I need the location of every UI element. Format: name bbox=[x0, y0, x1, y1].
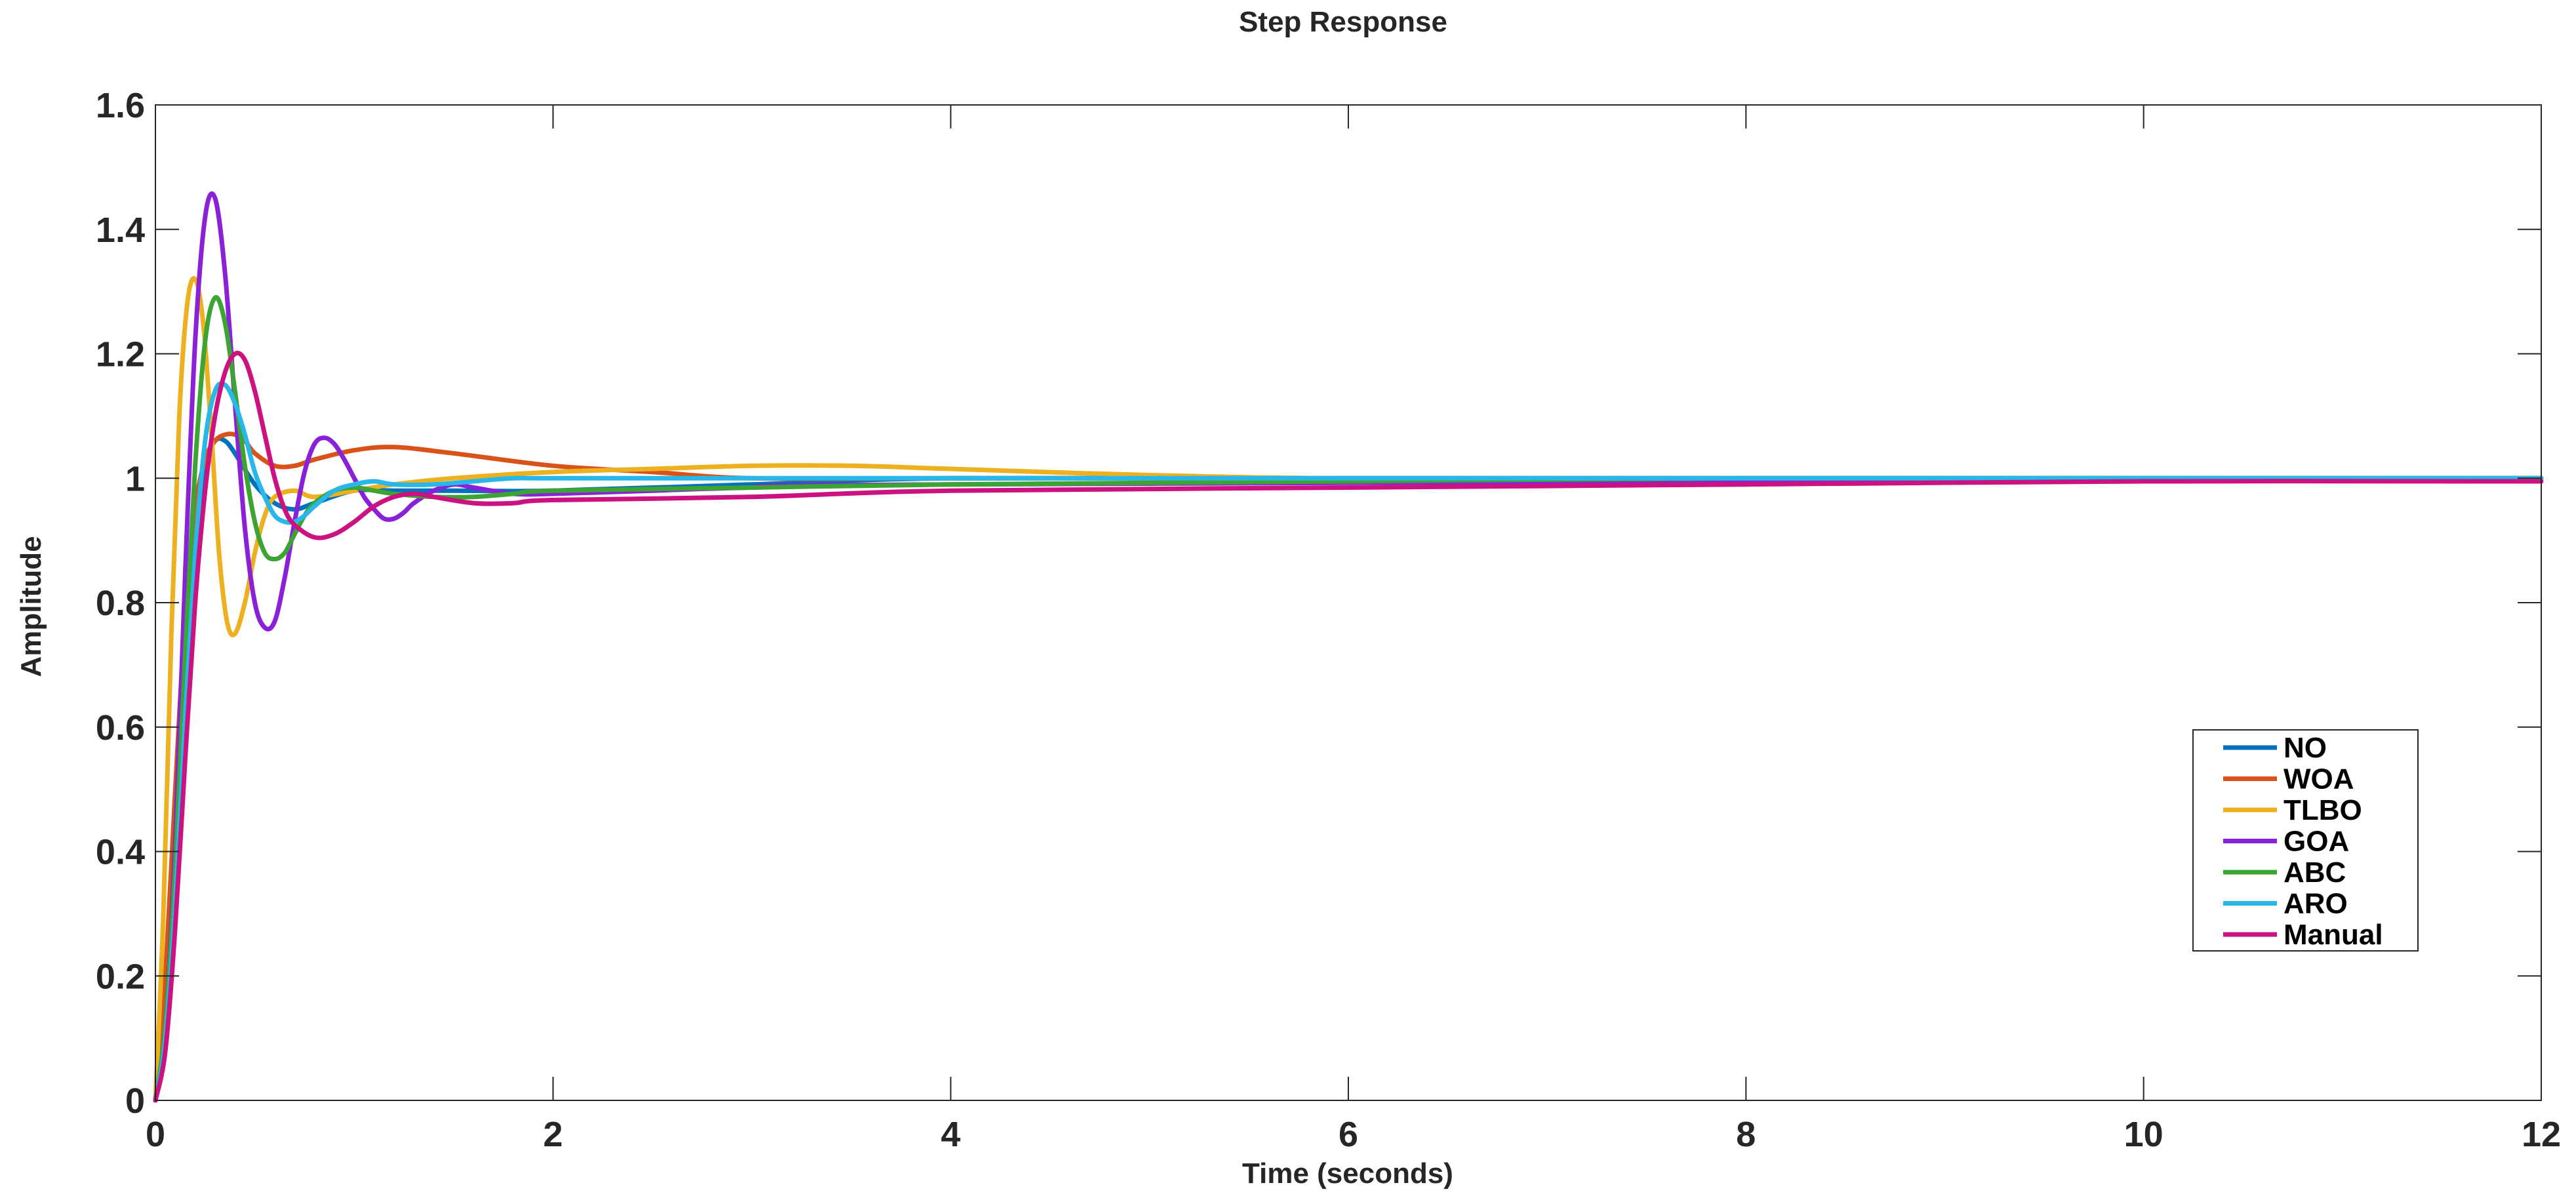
y-tick-label: 0.8 bbox=[96, 584, 145, 623]
series-lines bbox=[153, 191, 2544, 1103]
legend-label: GOA bbox=[2284, 826, 2349, 858]
y-tick-label: 0.4 bbox=[96, 833, 145, 872]
x-tick-label: 8 bbox=[1736, 1115, 1756, 1154]
chart-title: Step Response bbox=[1239, 6, 1447, 38]
y-tick-label: 0.6 bbox=[96, 708, 145, 748]
x-tick-label: 0 bbox=[146, 1115, 165, 1154]
y-tick-label: 1.6 bbox=[96, 86, 145, 125]
x-axis-label: Time (seconds) bbox=[1242, 1157, 1453, 1190]
y-tick-label: 0 bbox=[125, 1081, 145, 1121]
legend-label: ARO bbox=[2284, 888, 2348, 920]
legend-label: NO bbox=[2284, 732, 2327, 764]
legend-item-aro: ARO bbox=[2223, 888, 2348, 920]
x-tick-label: 2 bbox=[543, 1115, 563, 1154]
y-axis-label: Amplitude bbox=[15, 536, 47, 677]
legend-label: WOA bbox=[2284, 763, 2354, 795]
x-tick-label: 12 bbox=[2522, 1115, 2561, 1154]
y-tick-label: 1 bbox=[125, 459, 145, 498]
legend-item-manual: Manual bbox=[2223, 919, 2383, 951]
legend-item-abc: ABC bbox=[2223, 856, 2346, 889]
y-tick-label: 1.2 bbox=[96, 335, 145, 374]
x-tick-label: 10 bbox=[2124, 1115, 2163, 1154]
legend-item-no: NO bbox=[2223, 732, 2327, 764]
y-tick-label: 0.2 bbox=[96, 957, 145, 996]
y-axis-ticks: 0 0.2 0.4 0.6 0.8 1 1.2 1.4 1.6 bbox=[96, 86, 2541, 1121]
series-line-manual bbox=[153, 350, 2544, 1103]
x-tick-label: 4 bbox=[941, 1115, 961, 1154]
legend-label: Manual bbox=[2284, 919, 2383, 951]
y-tick-label: 1.4 bbox=[96, 211, 145, 250]
legend-item-woa: WOA bbox=[2223, 763, 2354, 795]
series-line-aro bbox=[153, 381, 2544, 1103]
legend-label: ABC bbox=[2284, 856, 2346, 889]
legend-item-tlbo: TLBO bbox=[2223, 794, 2362, 826]
legend-label: TLBO bbox=[2284, 794, 2362, 826]
x-axis-ticks: 0 2 4 6 8 10 12 bbox=[146, 105, 2561, 1154]
legend-item-goa: GOA bbox=[2223, 826, 2349, 858]
x-tick-label: 6 bbox=[1338, 1115, 1358, 1154]
plot-area bbox=[155, 105, 2541, 1100]
